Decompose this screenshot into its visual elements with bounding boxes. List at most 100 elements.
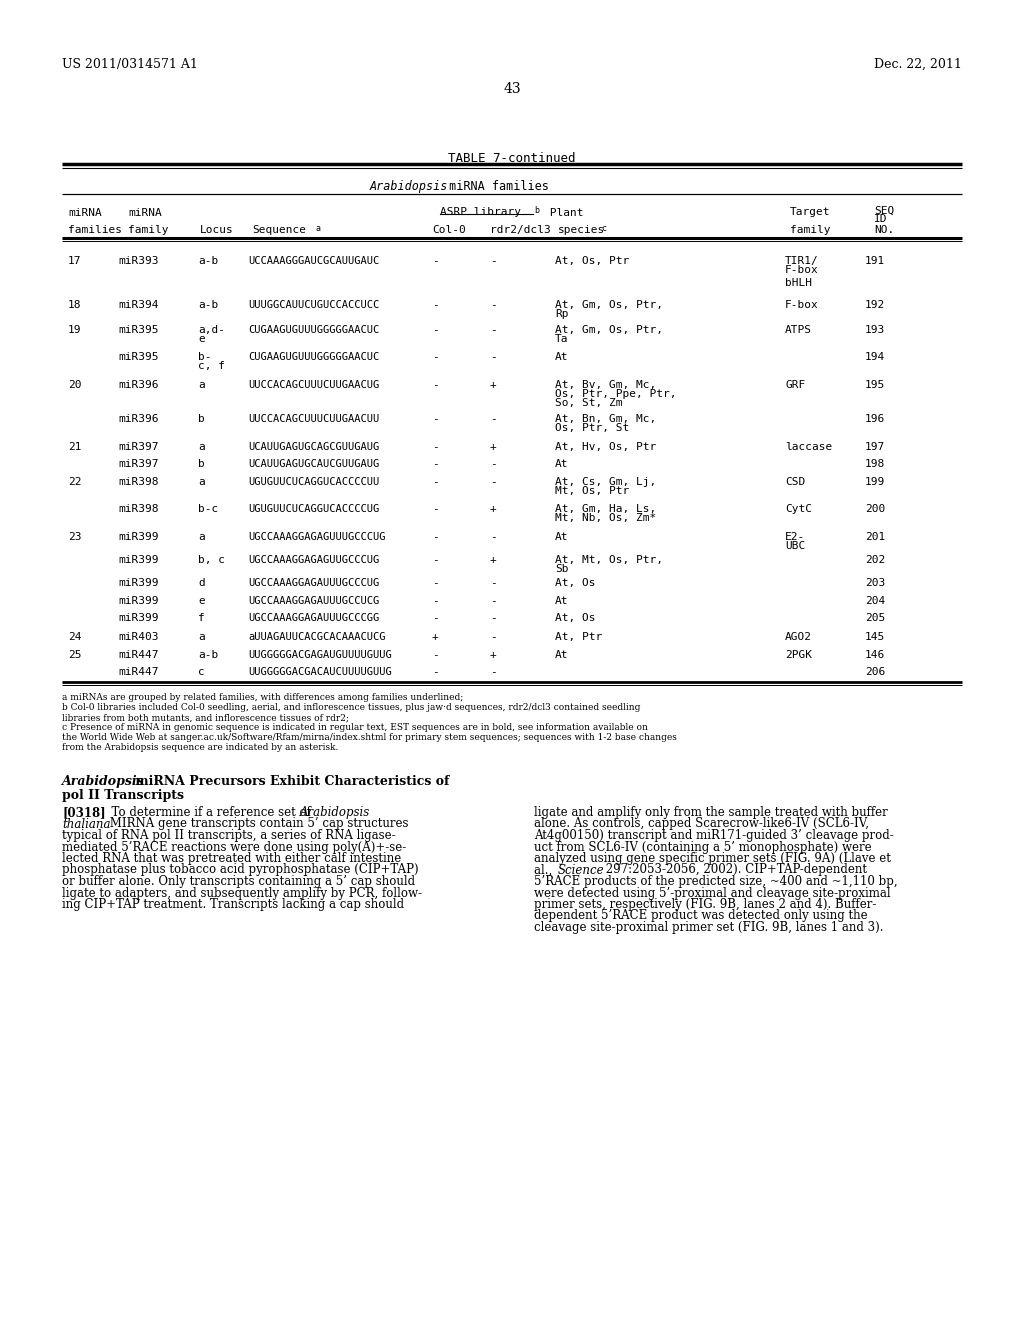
Text: miR447: miR447 [118,649,159,660]
Text: miRNA families: miRNA families [442,180,549,193]
Text: UUGGGGGACGACAUCUUUUGUUG: UUGGGGGACGACAUCUUUUGUUG [248,667,392,677]
Text: miRNA Precursors Exhibit Characteristics of: miRNA Precursors Exhibit Characteristics… [131,775,450,788]
Text: a: a [198,442,205,451]
Text: Target: Target [790,207,830,216]
Text: aUUAGAUUCACGCACAAACUCG: aUUAGAUUCACGCACAAACUCG [248,632,385,642]
Text: 193: 193 [865,325,886,335]
Text: At, Hv, Os, Ptr: At, Hv, Os, Ptr [555,442,656,451]
Text: 205: 205 [865,612,886,623]
Text: a: a [198,380,205,389]
Text: miR393: miR393 [118,256,159,267]
Text: 200: 200 [865,504,886,513]
Text: At, Gm, Os, Ptr,: At, Gm, Os, Ptr, [555,300,663,310]
Text: analyzed using gene specific primer sets (FIG. 9A) (Llave et: analyzed using gene specific primer sets… [534,851,891,865]
Text: b: b [534,206,539,215]
Text: -: - [432,578,438,587]
Text: -: - [432,612,438,623]
Text: e: e [198,597,205,606]
Text: primer sets, respectively (FIG. 9B, lanes 2 and 4). Buffer-: primer sets, respectively (FIG. 9B, lane… [534,898,877,911]
Text: family: family [790,224,830,235]
Text: +: + [490,442,497,451]
Text: 202: 202 [865,554,886,565]
Text: a: a [198,632,205,642]
Text: -: - [490,578,497,587]
Text: laccase: laccase [785,442,833,451]
Text: At4g00150) transcript and miR171-guided 3’ cleavage prod-: At4g00150) transcript and miR171-guided … [534,829,894,842]
Text: -: - [432,667,438,677]
Text: Os, Ptr, Ppe, Ptr,: Os, Ptr, Ppe, Ptr, [555,389,677,399]
Text: a: a [198,477,205,487]
Text: F-box: F-box [785,265,819,275]
Text: miR399: miR399 [118,612,159,623]
Text: c: c [198,667,205,677]
Text: uct from SCL6-IV (containing a 5’ monophosphate) were: uct from SCL6-IV (containing a 5’ monoph… [534,841,871,854]
Text: UGCCAAAGGAGAUUUGCCUCG: UGCCAAAGGAGAUUUGCCUCG [248,597,379,606]
Text: At, Os, Ptr: At, Os, Ptr [555,256,630,267]
Text: MIRNA gene transcripts contain 5’ cap structures: MIRNA gene transcripts contain 5’ cap st… [106,817,409,830]
Text: -: - [432,325,438,335]
Text: 199: 199 [865,477,886,487]
Text: miR398: miR398 [118,477,159,487]
Text: phosphatase plus tobacco acid pyrophosphatase (CIP+TAP): phosphatase plus tobacco acid pyrophosph… [62,863,419,876]
Text: ing CIP+TAP treatment. Transcripts lacking a cap should: ing CIP+TAP treatment. Transcripts lacki… [62,898,404,911]
Text: miR399: miR399 [118,597,159,606]
Text: 21: 21 [68,442,82,451]
Text: -: - [432,532,438,543]
Text: were detected using 5’-proximal and cleavage site-proximal: were detected using 5’-proximal and clea… [534,887,891,899]
Text: 194: 194 [865,352,886,362]
Text: 203: 203 [865,578,886,587]
Text: cleavage site-proximal primer set (FIG. 9B, lanes 1 and 3).: cleavage site-proximal primer set (FIG. … [534,921,884,935]
Text: At, Os: At, Os [555,612,596,623]
Text: -: - [432,649,438,660]
Text: miR397: miR397 [118,442,159,451]
Text: -: - [490,612,497,623]
Text: 201: 201 [865,532,886,543]
Text: -: - [432,414,438,424]
Text: Os, Ptr, St: Os, Ptr, St [555,422,630,433]
Text: -: - [432,504,438,513]
Text: TABLE 7-continued: TABLE 7-continued [449,152,575,165]
Text: Science: Science [558,863,604,876]
Text: Col-0: Col-0 [432,224,466,235]
Text: b Col-0 libraries included Col-0 seedling, aerial, and inflorescence tissues, pl: b Col-0 libraries included Col-0 seedlin… [62,704,640,711]
Text: miR396: miR396 [118,414,159,424]
Text: 206: 206 [865,667,886,677]
Text: b: b [198,414,205,424]
Text: AGO2: AGO2 [785,632,812,642]
Text: +: + [490,504,497,513]
Text: Rp: Rp [555,309,568,319]
Text: miR395: miR395 [118,325,159,335]
Text: CUGAAGUGUUUGGGGGAACUC: CUGAAGUGUUUGGGGGAACUC [248,325,379,335]
Text: miR399: miR399 [118,578,159,587]
Text: CytC: CytC [785,504,812,513]
Text: 197: 197 [865,442,886,451]
Text: UUCCACAGCUUUCUUGAACUG: UUCCACAGCUUUCUUGAACUG [248,380,379,389]
Text: At, Bv, Gm, Mc,: At, Bv, Gm, Mc, [555,380,656,389]
Text: UCAUUGAGUGCAUCGUUGAUG: UCAUUGAGUGCAUCGUUGAUG [248,459,379,469]
Text: families: families [68,224,122,235]
Text: a-b: a-b [198,256,218,267]
Text: 145: 145 [865,632,886,642]
Text: UUUGGCAUUCUGUCCACCUCC: UUUGGCAUUCUGUCCACCUCC [248,300,379,310]
Text: dependent 5’RACE product was detected only using the: dependent 5’RACE product was detected on… [534,909,867,923]
Text: typical of RNA pol II transcripts, a series of RNA ligase-: typical of RNA pol II transcripts, a ser… [62,829,395,842]
Text: To determine if a reference set of: To determine if a reference set of [104,807,314,818]
Text: At, Gm, Os, Ptr,: At, Gm, Os, Ptr, [555,325,663,335]
Text: At: At [555,597,568,606]
Text: At: At [555,532,568,543]
Text: At, Mt, Os, Ptr,: At, Mt, Os, Ptr, [555,554,663,565]
Text: a: a [198,532,205,543]
Text: 204: 204 [865,597,886,606]
Text: miR396: miR396 [118,380,159,389]
Text: -: - [432,352,438,362]
Text: or buffer alone. Only transcripts containing a 5’ cap should: or buffer alone. Only transcripts contai… [62,875,415,888]
Text: -: - [490,477,497,487]
Text: 18: 18 [68,300,82,310]
Text: mediated 5’RACE reactions were done using poly(A)+-se-: mediated 5’RACE reactions were done usin… [62,841,407,854]
Text: miR399: miR399 [118,532,159,543]
Text: 297:2053-2056, 2002). CIP+TAP-dependent: 297:2053-2056, 2002). CIP+TAP-dependent [602,863,867,876]
Text: b-c: b-c [198,504,218,513]
Text: e: e [198,334,205,345]
Text: UGCCAAAGGAGAUUUGCCCGG: UGCCAAAGGAGAUUUGCCCGG [248,612,379,623]
Text: a-b: a-b [198,300,218,310]
